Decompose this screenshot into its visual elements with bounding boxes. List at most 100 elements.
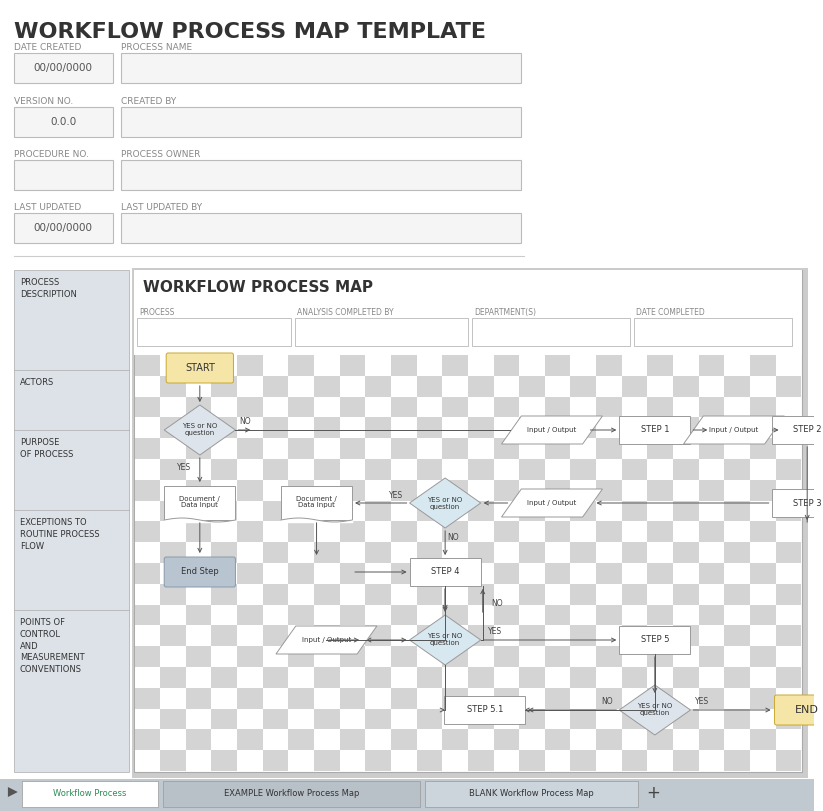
Bar	[750, 438, 775, 459]
Bar	[263, 563, 288, 584]
Bar	[186, 521, 212, 543]
Bar	[468, 688, 494, 709]
Bar	[416, 729, 442, 750]
Bar	[391, 397, 416, 418]
Bar	[699, 355, 724, 375]
Bar	[468, 667, 494, 688]
Bar	[570, 646, 596, 667]
Bar	[134, 500, 160, 521]
Bar	[468, 355, 494, 375]
Bar	[365, 729, 391, 750]
Bar	[14, 107, 113, 137]
Text: Document /
Data Input: Document / Data Input	[179, 496, 221, 508]
Bar	[237, 397, 263, 418]
Bar	[133, 270, 802, 772]
Bar	[416, 646, 442, 667]
Bar	[160, 646, 186, 667]
Bar	[416, 584, 442, 604]
Bar	[519, 521, 545, 543]
Bar	[416, 375, 442, 397]
Bar	[519, 418, 545, 438]
Bar	[314, 646, 340, 667]
Text: YES or NO
question: YES or NO question	[427, 496, 463, 509]
Bar	[596, 750, 621, 771]
Bar	[519, 604, 545, 625]
Bar	[391, 584, 416, 604]
Bar	[212, 625, 237, 646]
Bar	[673, 543, 699, 563]
Text: STEP 4: STEP 4	[431, 568, 459, 577]
Bar	[314, 500, 340, 521]
Bar	[416, 355, 442, 375]
Bar	[237, 459, 263, 480]
Bar	[263, 375, 288, 397]
Bar	[545, 543, 570, 563]
Bar	[699, 709, 724, 729]
Bar	[237, 543, 263, 563]
Bar	[391, 688, 416, 709]
FancyBboxPatch shape	[163, 781, 421, 807]
Bar	[750, 709, 775, 729]
Bar	[186, 480, 212, 500]
Bar	[648, 375, 673, 397]
Bar	[775, 521, 802, 543]
Bar	[212, 397, 237, 418]
Bar	[621, 646, 648, 667]
Bar	[134, 709, 160, 729]
Bar	[365, 418, 391, 438]
Bar	[132, 268, 808, 778]
Bar	[724, 688, 750, 709]
Bar	[314, 375, 340, 397]
Bar	[772, 416, 823, 444]
Bar	[365, 355, 391, 375]
Bar	[724, 418, 750, 438]
Bar	[699, 750, 724, 771]
Bar	[468, 646, 494, 667]
Bar	[288, 625, 314, 646]
Bar	[186, 418, 212, 438]
Bar	[134, 750, 160, 771]
Bar	[212, 667, 237, 688]
Bar	[775, 418, 802, 438]
Text: NO: NO	[447, 534, 459, 543]
Bar	[212, 604, 237, 625]
Bar	[724, 480, 750, 500]
Bar	[134, 480, 160, 500]
Bar	[186, 625, 212, 646]
Bar	[237, 604, 263, 625]
Text: NO: NO	[602, 697, 613, 706]
Bar	[134, 397, 160, 418]
Bar	[750, 375, 775, 397]
Bar	[596, 563, 621, 584]
Bar	[134, 646, 160, 667]
Bar	[212, 438, 237, 459]
Bar	[288, 521, 314, 543]
Bar	[596, 625, 621, 646]
Bar	[775, 750, 802, 771]
Polygon shape	[619, 685, 690, 735]
Bar	[468, 563, 494, 584]
Bar	[519, 459, 545, 480]
Bar	[570, 584, 596, 604]
Bar	[133, 270, 802, 355]
Text: +: +	[646, 784, 660, 802]
Bar	[212, 418, 237, 438]
Bar	[621, 521, 648, 543]
Bar	[212, 709, 237, 729]
Bar	[648, 604, 673, 625]
Bar	[416, 688, 442, 709]
Text: Input / Output: Input / Output	[709, 427, 759, 433]
Bar	[494, 397, 519, 418]
Bar	[570, 438, 596, 459]
Bar	[621, 604, 648, 625]
Text: DEPARTMENT(S): DEPARTMENT(S)	[474, 308, 536, 317]
Bar	[570, 500, 596, 521]
Bar	[596, 355, 621, 375]
Bar	[621, 500, 648, 521]
Text: NO: NO	[491, 599, 502, 608]
Bar	[340, 709, 365, 729]
Bar	[134, 438, 160, 459]
Bar	[596, 418, 621, 438]
Bar	[775, 438, 802, 459]
Bar	[673, 729, 699, 750]
